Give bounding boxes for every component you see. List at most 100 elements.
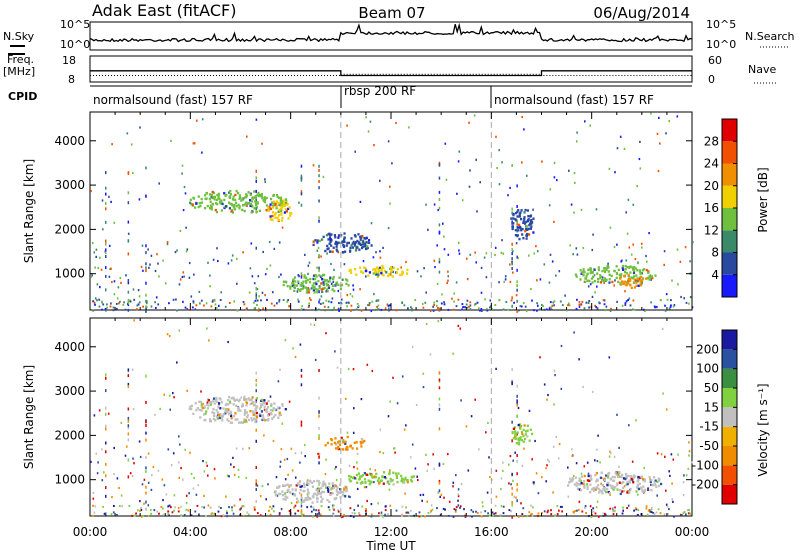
echo-region-cell	[392, 483, 395, 486]
echo-region-cell	[517, 209, 520, 212]
scatter-echo	[179, 229, 182, 232]
echo-region-cell	[228, 412, 231, 416]
echo-region-cell	[244, 203, 247, 206]
scatter-echo	[197, 484, 200, 487]
scatter-echo	[686, 509, 689, 512]
echo-region-cell	[591, 281, 594, 284]
echo-region-cell	[396, 480, 399, 484]
scatter-echo	[108, 195, 110, 198]
echo-region-cell	[247, 397, 250, 400]
echo-region-cell	[580, 489, 583, 492]
near-range-echo	[154, 301, 156, 304]
scatter-echo	[484, 298, 486, 301]
echo-region-cell	[284, 492, 287, 495]
echo-region-cell	[585, 483, 589, 486]
scatter-echo	[604, 309, 607, 312]
near-range-echo	[592, 510, 595, 513]
echo-region-cell	[411, 480, 414, 483]
scatter-echo	[683, 474, 685, 477]
scatter-echo	[182, 271, 185, 274]
near-range-echo	[297, 298, 299, 301]
echo-region-cell	[634, 267, 637, 270]
echo-region-cell	[522, 434, 525, 438]
echo-region-cell	[269, 408, 272, 412]
echo-region-cell	[377, 273, 380, 277]
scatter-echo	[143, 478, 146, 481]
echo-region-cell	[295, 284, 298, 287]
echo-region-cell	[295, 501, 299, 504]
echo-region-cell	[641, 490, 644, 493]
scatter-echo	[664, 455, 666, 458]
y-tick-label: 4000	[54, 340, 85, 354]
echo-region-cell	[347, 284, 350, 287]
scatter-echo	[504, 275, 507, 278]
echo-region-cell	[291, 282, 294, 285]
echo-region-cell	[373, 268, 377, 271]
freq-panel: Freq. [MHz] 18 8 60 0 Nave	[3, 53, 778, 86]
scatter-echo	[370, 309, 373, 313]
colorbar-swatch	[722, 484, 737, 504]
echo-region-cell	[579, 269, 582, 272]
scatter-echo	[142, 269, 144, 272]
echo-region-cell	[312, 240, 315, 243]
echo-region-cell	[249, 204, 252, 207]
echo-region-cell	[361, 474, 364, 477]
scatter-echo	[437, 208, 439, 212]
scatter-echo	[140, 508, 143, 512]
streak-echo	[127, 301, 130, 305]
scatter-echo	[500, 488, 502, 491]
echo-region-cell	[531, 432, 534, 436]
scatter-echo	[401, 375, 404, 378]
echo-region-cell	[315, 488, 318, 491]
scatter-echo	[625, 211, 627, 214]
near-range-echo	[368, 302, 371, 304]
echo-region-cell	[620, 475, 623, 479]
echo-region-cell	[244, 419, 247, 422]
echo-region-cell	[312, 480, 316, 483]
near-range-echo	[92, 300, 94, 303]
echo-region-cell	[527, 215, 530, 218]
scatter-echo	[126, 445, 128, 448]
near-range-echo	[233, 504, 236, 507]
echo-region-cell	[200, 403, 203, 406]
scatter-echo	[389, 202, 391, 205]
near-range-echo	[410, 306, 412, 309]
scatter-echo	[535, 245, 537, 248]
echo-region-cell	[514, 430, 517, 433]
near-range-echo	[133, 514, 136, 517]
near-range-echo	[574, 510, 577, 513]
scatter-echo	[233, 300, 235, 303]
near-range-echo	[546, 511, 549, 514]
scatter-echo	[380, 511, 383, 514]
echo-region-cell	[613, 476, 616, 479]
echo-region-cell	[631, 277, 635, 280]
scatter-echo	[107, 412, 110, 415]
nave-label: Nave	[748, 63, 776, 76]
echo-region-cell	[365, 241, 368, 244]
near-range-echo	[287, 299, 289, 302]
echo-region-cell	[332, 246, 335, 249]
echo-region-cell	[329, 240, 332, 244]
streak-echo	[318, 219, 320, 223]
near-range-echo	[191, 306, 194, 309]
echo-region-cell	[261, 414, 265, 417]
near-range-echo	[312, 506, 315, 509]
scatter-echo	[137, 289, 140, 292]
near-range-echo	[325, 299, 328, 302]
echo-region-cell	[238, 205, 241, 208]
scatter-echo	[476, 210, 478, 213]
echo-region-cell	[629, 284, 632, 287]
echo-region-cell	[388, 471, 391, 474]
near-range-echo	[466, 299, 469, 302]
echo-region-cell	[520, 431, 523, 434]
scatter-echo	[356, 467, 359, 470]
echo-region-cell	[603, 269, 606, 273]
echo-region-cell	[263, 419, 267, 422]
echo-region-cell	[406, 478, 409, 482]
streak-echo	[127, 385, 130, 388]
streak-echo	[127, 172, 130, 175]
echo-region-cell	[245, 401, 249, 405]
echo-region-cell	[333, 234, 336, 237]
near-range-echo	[388, 309, 390, 312]
near-range-echo	[370, 513, 373, 516]
